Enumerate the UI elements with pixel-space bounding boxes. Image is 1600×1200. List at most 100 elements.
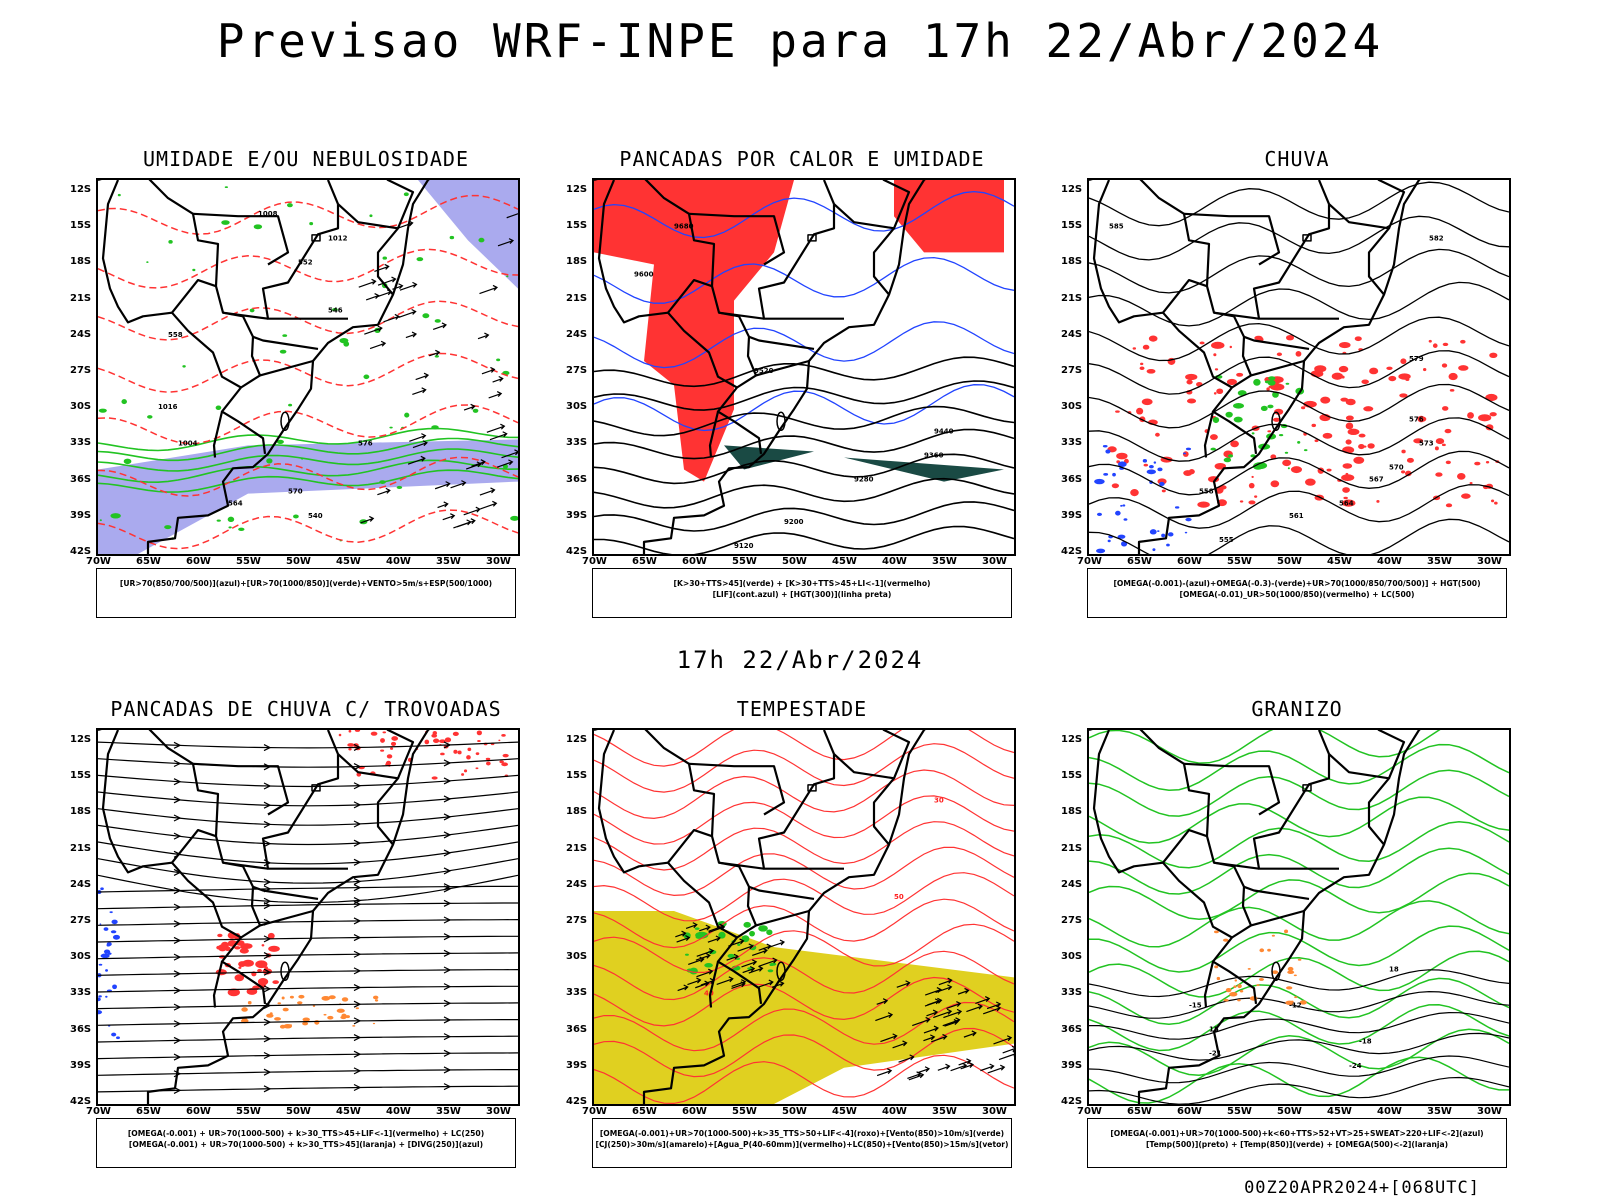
contour-label: 570	[1389, 464, 1404, 472]
wind-vector	[987, 1064, 1006, 1074]
country-border	[326, 730, 340, 755]
omega-blue-speck-speck	[1122, 504, 1126, 507]
contour-label: 30	[934, 796, 944, 804]
rain-orange-speck-speck	[266, 1013, 274, 1018]
omega-orange-speck-speck	[1297, 958, 1302, 961]
coastline	[146, 730, 430, 1104]
wind-vector	[768, 939, 786, 949]
rain-orange-speck-speck	[297, 1001, 303, 1005]
streamline-arrow	[263, 840, 272, 848]
low-level-humidity-speck-speck	[276, 439, 284, 444]
country-border	[755, 909, 810, 927]
contour-label: -12	[1289, 1001, 1302, 1009]
rain-area-red-speck-speck	[1290, 466, 1302, 474]
rain-area-red-speck-speck	[1388, 375, 1397, 382]
thunder-red-speck-speck	[380, 749, 385, 752]
federal-district-marker	[1302, 234, 1312, 242]
thunder-red-speck-speck	[239, 948, 249, 954]
thunder-red-speck-speck	[338, 733, 342, 737]
rain-area-red-speck-speck	[1361, 379, 1369, 385]
rain-area-red-speck-speck	[1399, 393, 1408, 398]
omega-blue-specks	[1094, 445, 1192, 554]
streamline	[98, 952, 518, 960]
longitude-tick-label: 45W	[832, 556, 857, 567]
wind-vector	[479, 284, 498, 295]
omega-green-speck-speck	[1212, 417, 1220, 424]
divergence-blue-speck-speck	[98, 997, 101, 1002]
thunder-red-speck-speck	[477, 739, 481, 743]
low-level-humidity-speck-speck	[110, 513, 121, 519]
latitude-tick-label: 39S	[70, 1059, 92, 1071]
latitude-tick-label: 39S	[1061, 1059, 1083, 1071]
rain-area-red-speck-speck	[1213, 353, 1217, 357]
wind-vector	[937, 1063, 951, 1071]
rain-area-red-speck-speck	[1358, 433, 1366, 438]
contour-label: 1004	[178, 439, 198, 447]
country-border	[1203, 961, 1215, 1008]
contour-label: 579	[1409, 355, 1424, 363]
country-border	[1252, 204, 1331, 320]
legend-box: [OMEGA(-0.001)+UR>70(1000-500)+k<60+TTS>…	[1087, 1118, 1507, 1168]
political-boundaries	[1089, 180, 1421, 554]
divergence-blue-speck-speck	[98, 995, 102, 998]
wind-vector	[966, 1003, 983, 1013]
omega-blue-speck-speck	[1184, 531, 1188, 534]
streamline-arrow	[353, 934, 362, 942]
rain-orange-speck-speck	[241, 1007, 248, 1012]
contour-label: 573	[1419, 439, 1434, 447]
contour-label: 40	[704, 989, 714, 997]
legend-line: [OMEGA(-0.01)_UR>50(1000/850)(vermelho) …	[1179, 590, 1415, 599]
rain-area-red-speck-speck	[1236, 372, 1244, 377]
omega-blue-speck-speck	[1149, 529, 1157, 535]
rain-orange-speck-speck	[302, 1021, 309, 1026]
legend-box: [OMEGA(-0.001)-(azul)+OMEGA(-0.3)-(verde…	[1087, 568, 1507, 618]
low-level-humidity-speck-speck	[369, 214, 373, 218]
rain-area-red-speck-speck	[1367, 443, 1375, 449]
streamline-arrow	[173, 741, 182, 749]
omega-blue-speck-speck	[1157, 530, 1160, 532]
divergence-blue-speck-speck	[112, 984, 117, 990]
streamline-arrow	[263, 902, 272, 910]
thunder-red-speck-speck	[215, 969, 227, 976]
omega-green-speck-speck	[1253, 378, 1261, 386]
thunder-red-speck-speck	[432, 738, 440, 744]
streamline-arrow	[173, 953, 182, 961]
rain-area-red-speck-speck	[1314, 365, 1327, 373]
thunder-red-speck-speck	[267, 932, 275, 940]
strong-wind-green-speck-speck	[727, 953, 735, 958]
omega-orange-speck-speck	[1234, 979, 1238, 982]
omega-orange-speck-speck	[1258, 977, 1264, 981]
legend-box: [K>30+TTS>45](verde) + [K>30+TTS>45+LI<-…	[592, 568, 1012, 618]
low-level-humidity-speck-speck	[99, 519, 102, 522]
divergence-blue-speck-speck	[99, 923, 102, 925]
longitude-tick-label: 55W	[236, 556, 261, 567]
country-border	[212, 961, 224, 1008]
omega-orange-speck-speck	[1222, 938, 1229, 942]
run-timestamp: 00Z20APR2024+[068UTC]	[1244, 1178, 1480, 1198]
wind-vector	[980, 1063, 995, 1072]
thunder-red-speck-speck	[390, 741, 397, 746]
omega-blue-speck-speck	[1167, 532, 1174, 537]
panel-title: TEMPESTADE	[736, 697, 868, 721]
contour-line	[594, 477, 1014, 509]
page-title: Previsao WRF-INPE para 17h 22/Abr/2024	[216, 14, 1384, 68]
low-level-humidity-speck-speck	[121, 399, 127, 405]
rain-orange-speck-speck	[341, 997, 349, 1002]
omega-orange-speck-speck	[1287, 970, 1295, 975]
streamline-arrow	[443, 1033, 452, 1041]
latitude-tick-label: 15S	[566, 770, 588, 782]
contour-line	[1089, 316, 1509, 362]
wind-vector	[950, 1062, 968, 1072]
omega-orange-speck-speck	[1214, 965, 1219, 969]
wind-vector	[687, 977, 702, 986]
longitude-tick-label: 35W	[436, 556, 461, 567]
contour-label: -18	[1359, 1038, 1372, 1046]
contour-line	[1089, 1076, 1509, 1104]
contour-label: -24	[1349, 1062, 1362, 1070]
rain-area-red-speck-speck	[1320, 396, 1331, 404]
wind-vector	[998, 1050, 1014, 1061]
omega-blue-speck-speck	[1183, 452, 1186, 455]
low-level-humidity-speck-speck	[146, 261, 149, 263]
political-boundaries	[594, 180, 926, 554]
country-border	[688, 212, 786, 266]
